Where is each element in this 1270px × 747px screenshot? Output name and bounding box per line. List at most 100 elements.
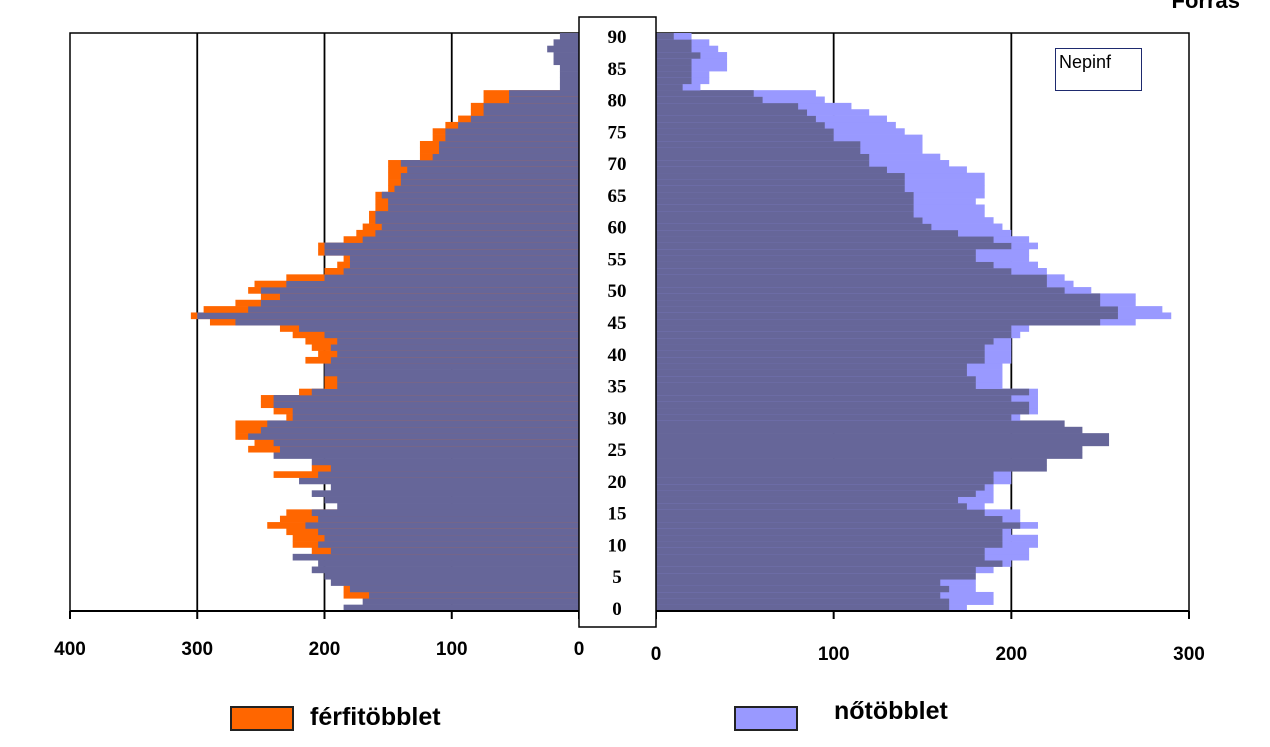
bar-female-age-62 [656,210,914,218]
bar-male-age-78 [483,109,579,116]
bar-female-age-88 [656,45,692,53]
bar-female-age-3 [656,585,950,593]
bar-male-age-13 [305,522,579,529]
bar-male-age-16 [337,503,579,510]
left-tick-label-100: 100 [436,639,468,660]
bar-female-age-22 [656,464,1047,472]
bar-male-age-54 [349,261,579,269]
bar-female-age-29 [656,420,1065,428]
bar-female-age-0 [656,604,950,612]
bar-female-age-13 [656,522,1021,529]
right-tick-label-300: 300 [1173,644,1205,665]
bar-male-age-46 [197,312,579,320]
bar-female-age-49 [656,293,1101,301]
left-plot-area [69,32,580,612]
bar-female-age-37 [656,369,967,377]
bar-female-age-55 [656,255,976,262]
legend-label-female: nőtöbblet [834,697,948,725]
bar-male-age-8 [292,553,579,561]
bar-female-age-54 [656,261,994,269]
bar-male-age-88 [547,45,579,53]
right-tick-label-200: 200 [995,644,1027,665]
age-label-75: 75 [608,122,627,143]
age-label-20: 20 [608,472,627,493]
bar-male-age-77 [470,115,579,123]
age-label-45: 45 [608,313,627,334]
bar-male-age-59 [375,229,579,237]
bar-male-age-75 [445,128,579,135]
age-label-5: 5 [612,567,622,588]
bar-male-age-45 [235,318,580,326]
bar-male-age-69 [407,166,579,174]
right-tick-label-0: 0 [651,644,662,665]
bar-female-age-44 [656,325,1012,332]
bar-male-age-3 [349,585,579,593]
bar-female-age-79 [656,102,799,110]
bar-female-age-80 [656,96,763,104]
bar-female-age-50 [656,287,1065,294]
bar-female-age-65 [656,191,914,199]
bar-male-age-85 [559,64,579,72]
age-label-0: 0 [612,599,622,620]
bar-male-age-7 [318,560,579,567]
bar-male-age-24 [273,452,579,459]
bar-female-age-59 [656,229,959,237]
age-axis-panel [578,16,657,628]
bar-female-age-7 [656,560,1003,567]
bar-female-age-81 [656,90,754,97]
bar-female-age-1 [656,598,950,605]
bar-male-age-57 [324,242,579,250]
bar-female-age-27 [656,433,1110,440]
bar-female-age-24 [656,452,1083,459]
note-box-text: Nepinf [1059,52,1112,72]
bar-female-age-74 [656,134,834,142]
age-label-80: 80 [608,91,627,112]
bar-male-age-25 [279,445,579,453]
bar-female-age-28 [656,426,1083,434]
bar-female-age-32 [656,401,1030,409]
age-label-10: 10 [608,535,627,556]
bar-female-age-53 [656,268,1012,275]
bar-male-age-82 [559,83,579,91]
bar-male-age-15 [311,509,579,517]
bar-female-age-21 [656,471,994,478]
left-tick-label-200: 200 [309,639,341,660]
bar-female-age-30 [656,414,1012,421]
bar-female-age-34 [656,388,1030,396]
bar-female-age-46 [656,312,1118,320]
bar-female-age-12 [656,528,1003,536]
bar-female-age-76 [656,121,825,129]
bar-male-age-74 [445,134,579,142]
bar-male-age-70 [400,160,579,167]
bar-female-age-35 [656,382,976,389]
bar-male-age-60 [381,223,579,231]
legend-swatch-male [230,706,294,731]
bar-male-age-36 [337,375,579,383]
age-label-85: 85 [608,59,627,80]
bar-female-age-82 [656,83,683,91]
bar-female-age-8 [656,553,985,561]
bar-female-age-86 [656,58,692,66]
bar-male-age-65 [381,191,579,199]
bar-female-age-10 [656,541,1003,548]
bar-male-age-37 [324,369,579,377]
bar-male-age-79 [483,102,579,110]
age-label-25: 25 [608,440,627,461]
bar-female-age-73 [656,140,861,148]
bar-male-age-76 [458,121,579,129]
bar-male-age-10 [318,541,579,548]
bar-male-age-31 [292,407,579,415]
bar-female-age-77 [656,115,816,123]
age-label-55: 55 [608,249,627,270]
bar-male-age-29 [267,420,579,428]
bar-female-age-90 [656,33,674,40]
bar-male-age-41 [330,344,579,351]
bar-male-age-28 [260,426,579,434]
bar-male-age-43 [324,331,579,339]
bar-male-age-73 [439,140,579,148]
bar-female-age-36 [656,375,976,383]
bar-male-age-72 [439,147,579,154]
top-right-label: Forrás [1171,0,1240,13]
bar-female-age-5 [656,572,976,580]
bar-female-age-6 [656,566,976,574]
